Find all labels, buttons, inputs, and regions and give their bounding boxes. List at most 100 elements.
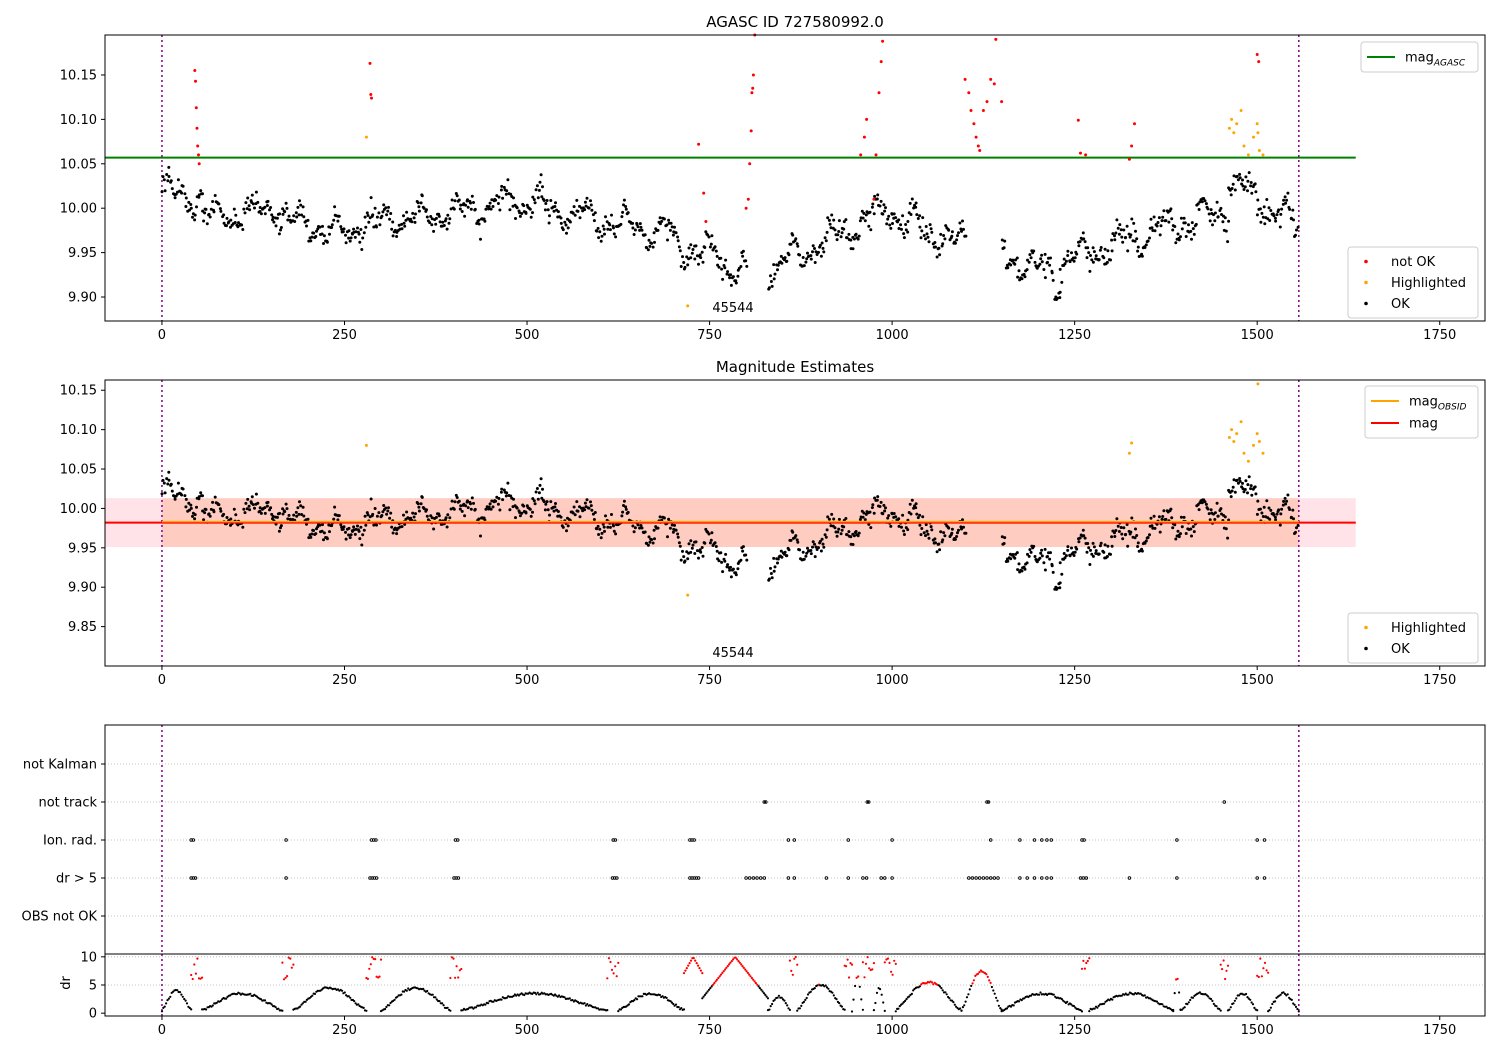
ok-point bbox=[901, 513, 905, 517]
dr-point bbox=[1251, 1003, 1255, 1006]
ok-point bbox=[1176, 232, 1180, 236]
ok-point bbox=[832, 517, 836, 521]
dr-point bbox=[955, 1005, 958, 1008]
ok-point bbox=[258, 206, 262, 209]
ok-point bbox=[247, 204, 251, 208]
ok-point bbox=[446, 213, 450, 217]
y-tick-label: 9.85 bbox=[68, 620, 97, 635]
ok-point bbox=[1173, 225, 1177, 228]
highlighted-point bbox=[1227, 436, 1231, 439]
highlighted-point bbox=[1261, 451, 1265, 455]
ok-point bbox=[402, 214, 405, 218]
ok-point bbox=[614, 532, 618, 536]
ok-point bbox=[606, 525, 610, 529]
ok-point bbox=[1167, 220, 1171, 224]
ok-point bbox=[294, 510, 298, 514]
ok-point bbox=[1153, 229, 1157, 233]
flag-point bbox=[824, 876, 829, 880]
ok-point bbox=[1099, 246, 1103, 249]
highlighted-point bbox=[1235, 432, 1239, 436]
ok-point bbox=[279, 226, 283, 229]
dr-point bbox=[898, 1005, 901, 1008]
ok-point bbox=[939, 232, 943, 236]
dr-point bbox=[787, 1007, 790, 1010]
ok-point bbox=[668, 228, 672, 232]
ok-point bbox=[189, 506, 193, 510]
ok-point bbox=[961, 219, 964, 223]
ok-point bbox=[460, 509, 464, 513]
dr-point bbox=[838, 1002, 841, 1005]
ok-point bbox=[309, 239, 313, 243]
ok-point bbox=[1088, 269, 1092, 273]
ok-point bbox=[599, 536, 603, 540]
ok-point bbox=[687, 246, 691, 250]
x-tick-label: 1250 bbox=[1058, 328, 1091, 343]
dr-point bbox=[584, 1004, 588, 1007]
ok-point bbox=[1025, 268, 1029, 272]
ok-point bbox=[959, 227, 963, 231]
ok-point bbox=[445, 227, 449, 231]
flag-point bbox=[890, 876, 894, 880]
ok-point bbox=[568, 220, 572, 224]
ok-point bbox=[537, 491, 541, 495]
ok-point bbox=[572, 505, 576, 509]
ok-point bbox=[1262, 205, 1266, 209]
ok-point bbox=[883, 509, 887, 513]
not-ok-point bbox=[196, 144, 200, 148]
ok-point bbox=[1284, 201, 1288, 205]
dr-point bbox=[1246, 996, 1249, 999]
ok-point bbox=[868, 210, 872, 214]
dr-point bbox=[753, 980, 756, 983]
ok-point bbox=[1226, 536, 1230, 540]
ok-point bbox=[1230, 187, 1234, 190]
ok-point bbox=[1130, 516, 1134, 520]
ok-point bbox=[170, 187, 174, 191]
ok-point bbox=[488, 502, 492, 506]
ok-point bbox=[852, 534, 856, 538]
dr-point bbox=[1249, 998, 1252, 1001]
ok-point bbox=[554, 201, 557, 205]
ok-point bbox=[887, 214, 891, 218]
ok-point bbox=[622, 499, 626, 503]
flag-point bbox=[883, 876, 887, 880]
dr-point bbox=[215, 1001, 218, 1004]
ok-point bbox=[662, 217, 666, 221]
ok-point bbox=[430, 516, 434, 520]
ok-point bbox=[700, 546, 704, 549]
dr-point bbox=[1178, 991, 1181, 994]
ok-point bbox=[1285, 198, 1289, 202]
ok-point bbox=[1087, 546, 1091, 550]
dr-point bbox=[709, 987, 712, 990]
dr-point bbox=[609, 960, 612, 964]
dr-point bbox=[531, 992, 534, 996]
ok-point bbox=[372, 225, 376, 229]
ok-point bbox=[243, 211, 247, 215]
ok-point bbox=[1140, 254, 1144, 258]
not-ok-point bbox=[872, 197, 876, 201]
ok-point bbox=[1281, 202, 1285, 206]
flag-point bbox=[1084, 876, 1089, 880]
ok-point bbox=[1160, 219, 1164, 223]
ok-point bbox=[1269, 209, 1273, 212]
dr-point bbox=[695, 962, 698, 965]
ok-point bbox=[837, 230, 841, 233]
ok-point bbox=[369, 196, 373, 200]
ok-point bbox=[222, 221, 226, 225]
dr-point bbox=[1060, 998, 1063, 1001]
ok-point bbox=[330, 524, 334, 528]
dr-point bbox=[487, 1002, 490, 1005]
ok-point bbox=[309, 535, 313, 539]
ok-point bbox=[590, 508, 594, 512]
ok-point bbox=[506, 178, 510, 182]
dr-point bbox=[1161, 1003, 1164, 1006]
ok-point bbox=[1224, 229, 1228, 233]
ok-point bbox=[829, 226, 833, 230]
dr-point bbox=[196, 957, 199, 960]
dr-point bbox=[163, 1005, 166, 1008]
ok-point bbox=[772, 277, 776, 281]
dr-point bbox=[1080, 1010, 1084, 1013]
dr-point bbox=[970, 984, 973, 988]
ok-point bbox=[787, 253, 791, 257]
ok-point bbox=[540, 195, 544, 199]
ok-point bbox=[1255, 512, 1259, 516]
